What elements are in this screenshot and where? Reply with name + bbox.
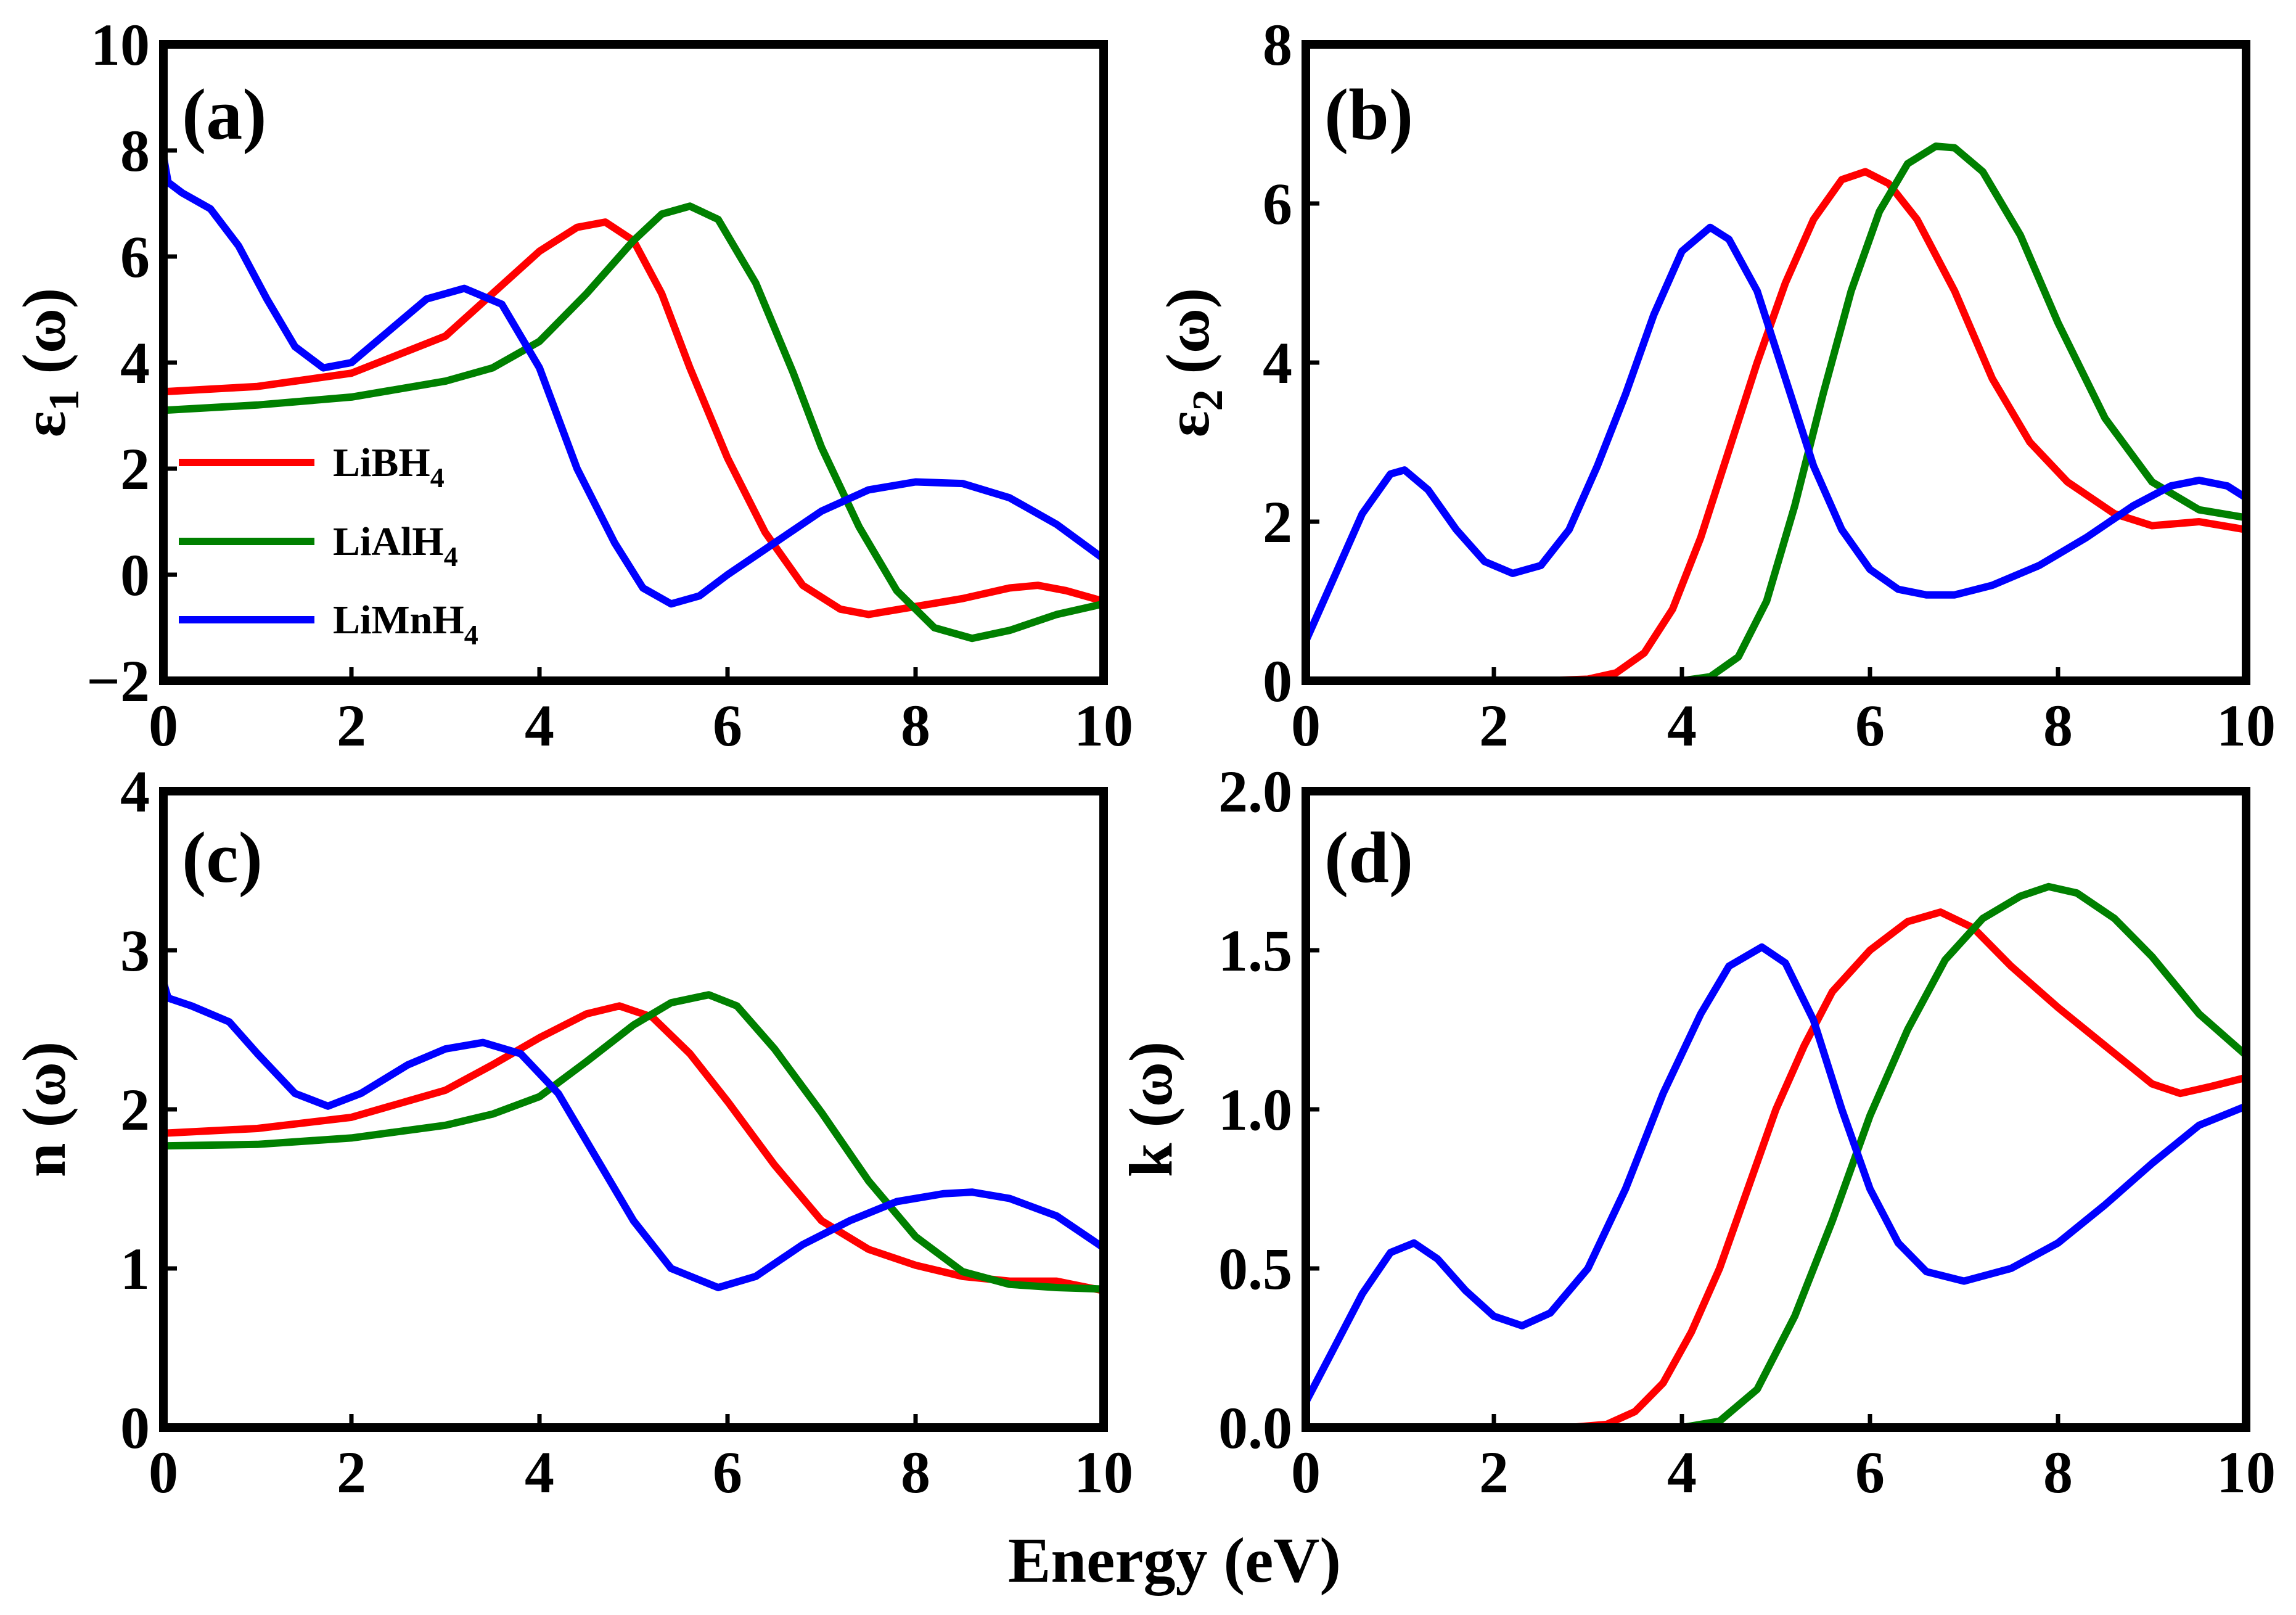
series-line-lialh4: [160, 202, 1107, 643]
legend: LiBH4 LiAlH4 LiMnH4: [179, 440, 478, 651]
y-tick-label: 2: [1263, 489, 1292, 555]
x-tick-label: 4: [525, 692, 554, 758]
series-line-libh4: [160, 218, 1107, 618]
legend-label-libh4: LiBH4: [333, 440, 445, 493]
y-tick-label: 1.5: [1218, 918, 1292, 984]
x-tick-label: 6: [713, 1439, 742, 1505]
panel-d: 0 2 4 6 8 10 0.0 0.5 1.0 1.5 2.0 (d) k (ω): [1117, 758, 2276, 1505]
y-axis: 0.0 0.5 1.0 1.5 2.0: [1218, 758, 1319, 1461]
y-tick-label: 3: [120, 918, 150, 984]
y-axis-label: ε1 (ω): [10, 288, 88, 437]
series-line-libh4: [160, 1002, 1107, 1295]
series-group: [160, 152, 1107, 643]
series-line-limnh4: [1302, 223, 2250, 645]
x-axis: 0 2 4 6 8 10: [1291, 667, 2276, 758]
y-tick-label: 8: [1263, 12, 1292, 78]
legend-item-limnh4: LiMnH4: [179, 598, 478, 651]
x-tick-label: 2: [337, 1439, 366, 1505]
y-axis-label: k (ω): [1117, 1042, 1185, 1177]
legend-label-lialh4: LiAlH4: [333, 519, 458, 572]
series-line-libh4: [1302, 908, 2250, 1431]
legend-item-lialh4: LiAlH4: [179, 519, 458, 572]
x-tick-label: 6: [1855, 692, 1885, 758]
x-axis-label: Energy (eV): [1008, 1525, 1341, 1596]
y-axis-label: n (ω): [10, 1042, 78, 1177]
x-tick-label: 10: [1074, 1439, 1133, 1505]
y-tick-label: 1.0: [1218, 1077, 1292, 1143]
y-tick-label: 4: [1263, 330, 1292, 396]
series-line-lialh4: [1302, 882, 2250, 1431]
y-tick-label: 4: [120, 758, 150, 824]
y-tick-label: −2: [86, 648, 150, 714]
x-tick-label: 8: [901, 1439, 930, 1505]
y-tick-label: 8: [120, 118, 150, 184]
x-tick-label: 10: [2216, 1439, 2276, 1505]
panel-label: (a): [182, 74, 267, 155]
x-tick-label: 4: [1667, 692, 1697, 758]
y-tick-label: 4: [120, 330, 150, 396]
plot-frame: [1302, 40, 2250, 685]
panel-b: 0 2 4 6 8 10 0 2 4 6 8 (b) ε2 (ω): [1154, 12, 2276, 758]
y-tick-label: 0: [1263, 648, 1292, 714]
y-tick-label: 10: [91, 12, 150, 78]
panel-label: (b): [1324, 74, 1413, 155]
panel-c: 0 2 4 6 8 10 0 1 2 3 4 (c) n (ω): [10, 758, 1133, 1505]
x-tick-label: 8: [2043, 1439, 2073, 1505]
y-axis: 0 1 2 3 4: [120, 758, 177, 1461]
y-tick-label: 0: [120, 1395, 150, 1461]
panel-label: (c): [182, 817, 263, 898]
x-tick-label: 6: [713, 692, 742, 758]
x-tick-label: 4: [525, 1439, 554, 1505]
series-group: [1302, 882, 2250, 1431]
x-axis: 0 2 4 6 8 10: [149, 1414, 1133, 1505]
series-group: [160, 978, 1107, 1295]
x-axis: 0 2 4 6 8 10: [149, 667, 1133, 758]
plot-frame: [159, 787, 1108, 1432]
series-line-limnh4: [160, 978, 1107, 1291]
y-tick-label: 2.0: [1218, 758, 1292, 824]
y-tick-label: 0.5: [1218, 1236, 1292, 1302]
y-tick-label: 1: [120, 1236, 150, 1302]
y-axis-label: ε2 (ω): [1154, 288, 1232, 437]
x-tick-label: 2: [1479, 1439, 1509, 1505]
y-tick-label: 2: [120, 1077, 150, 1143]
y-tick-label: 0: [120, 542, 150, 608]
legend-label-limnh4: LiMnH4: [333, 598, 478, 651]
x-tick-label: 2: [1479, 692, 1509, 758]
y-tick-label: 0.0: [1218, 1395, 1292, 1461]
x-tick-label: 10: [2216, 692, 2276, 758]
series-line-limnh4: [160, 152, 1107, 608]
plot-frame: [159, 40, 1108, 685]
y-tick-label: 6: [120, 224, 150, 290]
x-tick-label: 6: [1855, 1439, 1885, 1505]
x-tick-label: 8: [901, 692, 930, 758]
series-line-limnh4: [1302, 943, 2250, 1406]
y-axis: 0 2 4 6 8: [1263, 12, 1319, 714]
x-tick-label: 0: [1291, 1439, 1321, 1505]
series-line-libh4: [1302, 168, 2250, 684]
x-axis: 0 2 4 6 8 10: [1291, 1414, 2276, 1505]
x-tick-label: 10: [1074, 692, 1133, 758]
legend-item-libh4: LiBH4: [179, 440, 445, 493]
series-line-lialh4: [1302, 142, 2250, 684]
series-line-lialh4: [160, 991, 1107, 1293]
x-tick-label: 2: [337, 692, 366, 758]
y-tick-label: 6: [1263, 171, 1292, 237]
y-axis: −2 0 2 4 6 8 10: [86, 12, 177, 714]
x-tick-label: 0: [149, 692, 178, 758]
series-group: [1302, 142, 2250, 684]
x-tick-label: 4: [1667, 1439, 1697, 1505]
x-tick-label: 0: [149, 1439, 178, 1505]
panel-label: (d): [1324, 817, 1413, 898]
y-tick-label: 2: [120, 436, 150, 502]
x-tick-label: 0: [1291, 692, 1321, 758]
x-tick-label: 8: [2043, 692, 2073, 758]
